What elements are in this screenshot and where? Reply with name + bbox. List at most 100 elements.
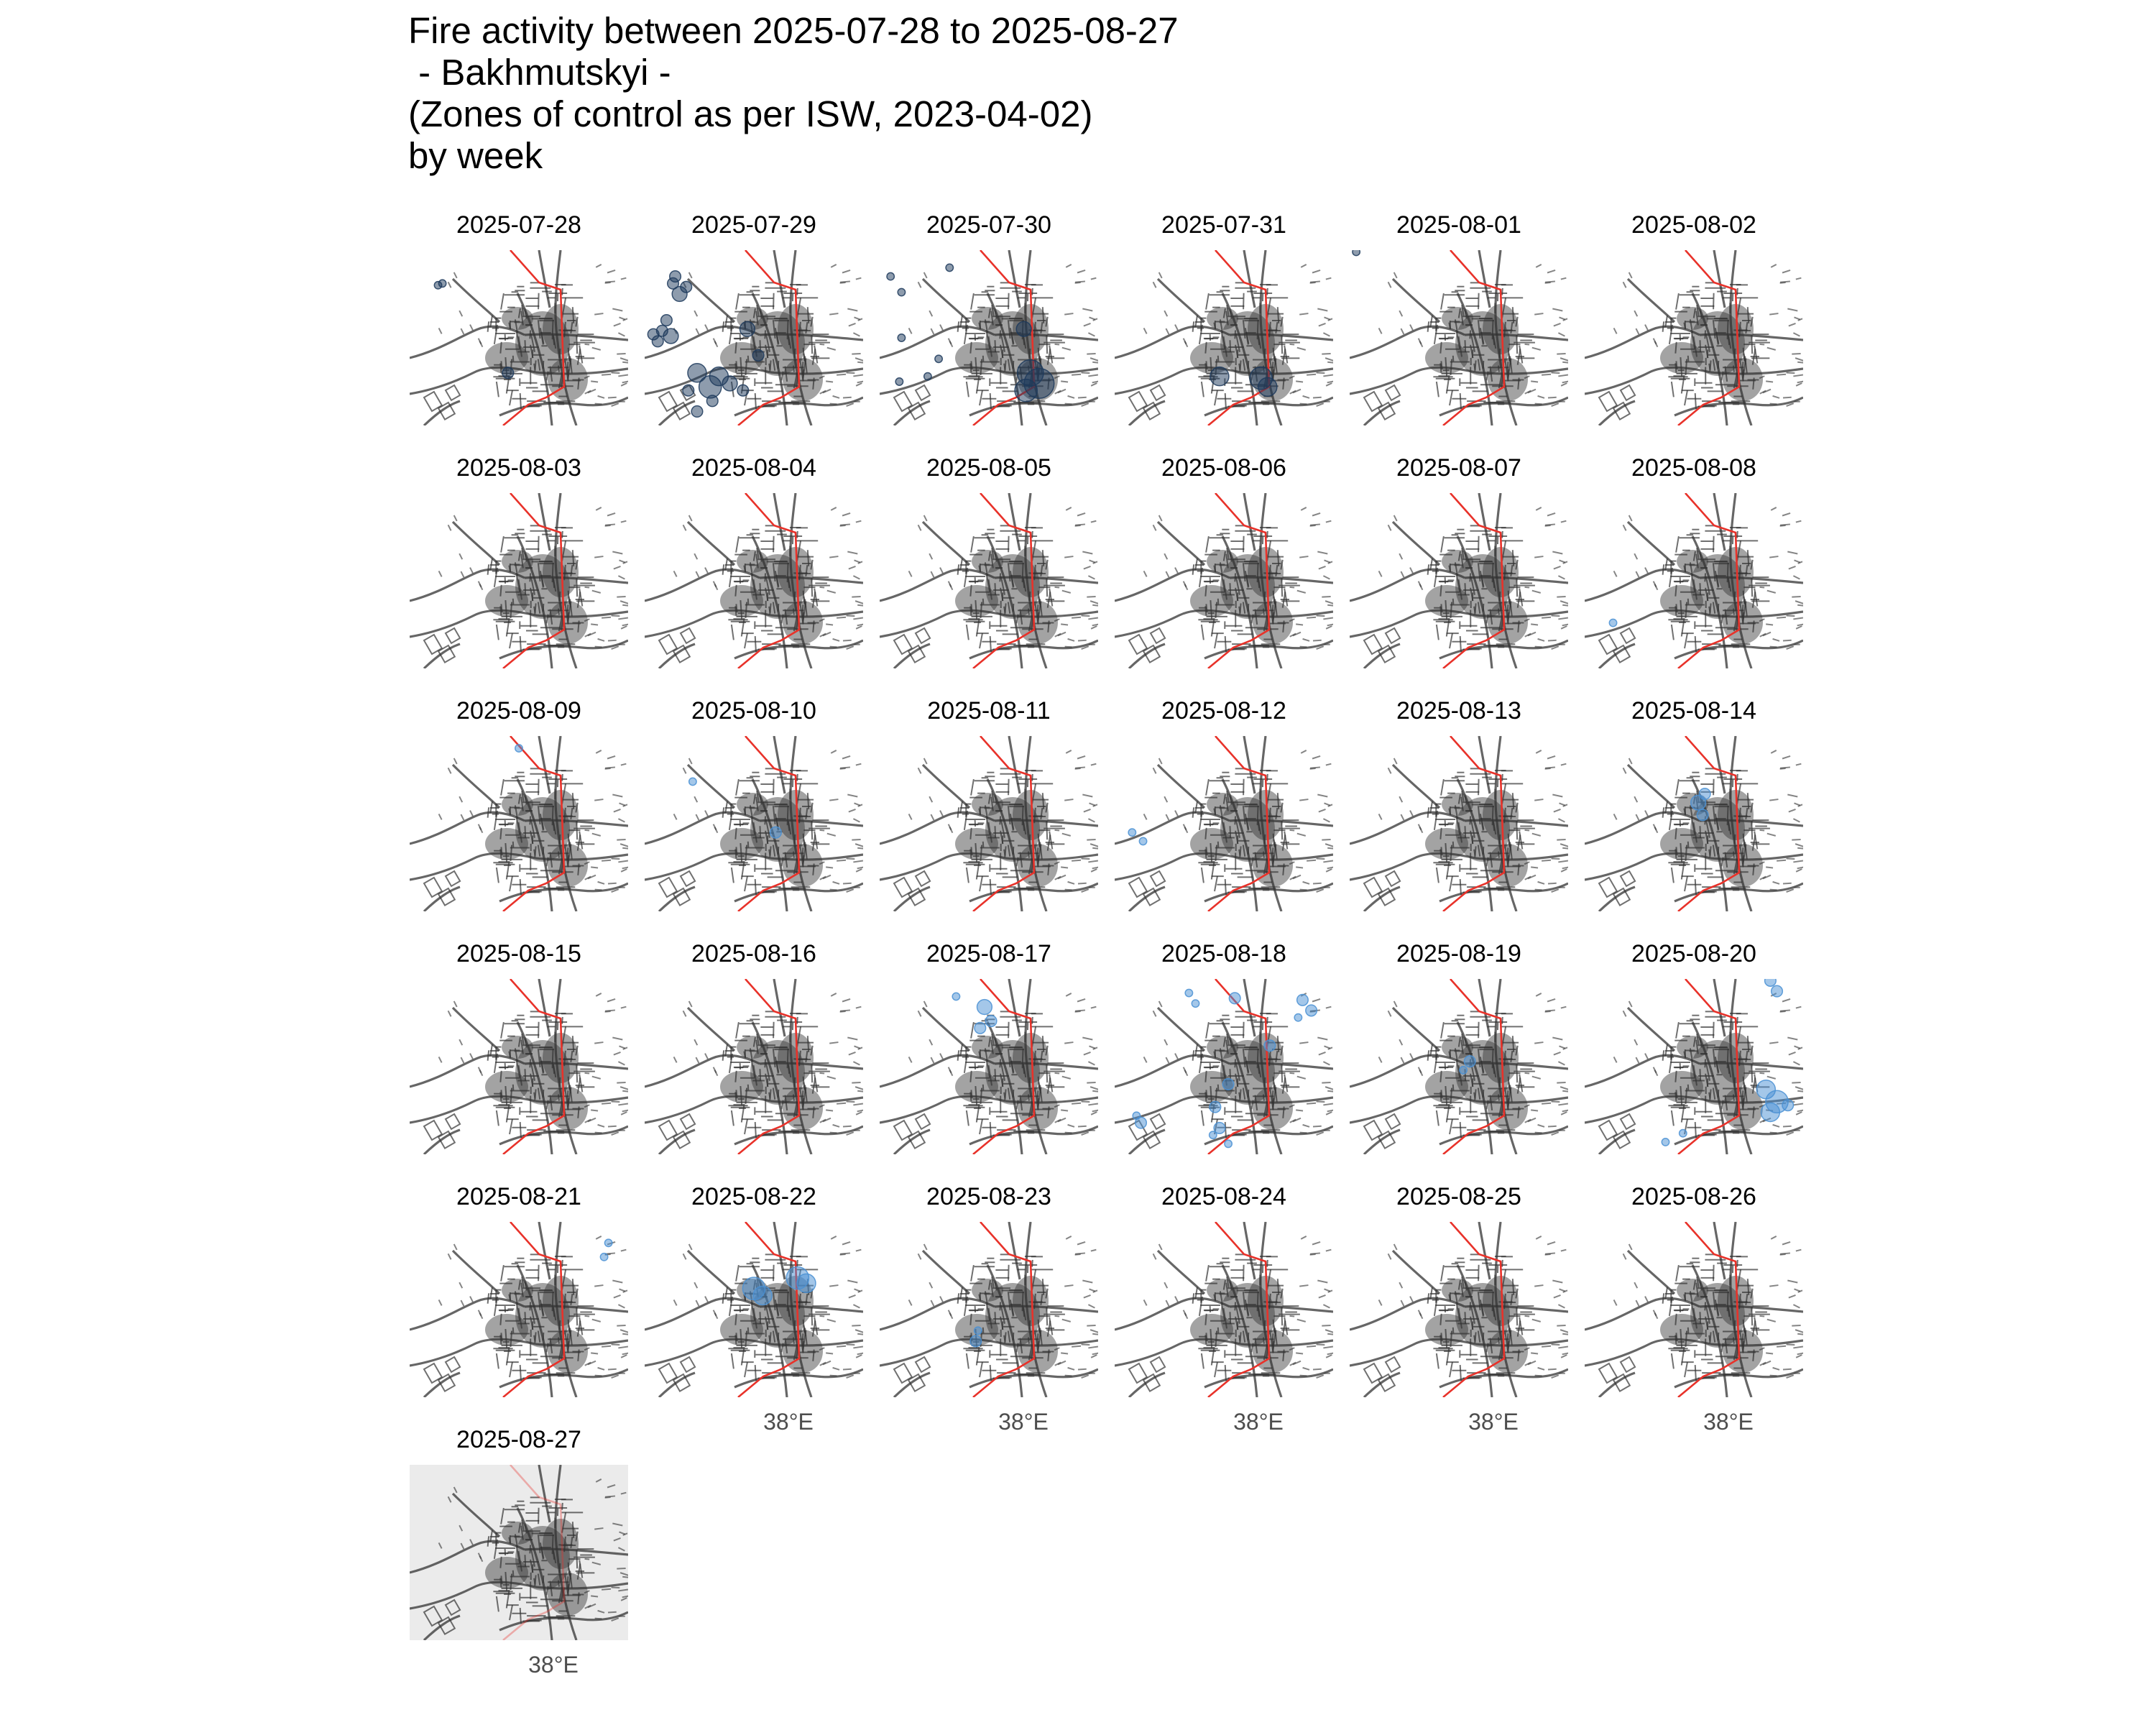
title-line-3: (Zones of control as per ISW, 2023-04-02…	[408, 93, 1093, 134]
fire-point	[1213, 1121, 1226, 1134]
fire-point	[1305, 1004, 1318, 1017]
facet-panel: 2025-08-09	[410, 694, 628, 911]
facet-title: 2025-08-25	[1396, 1183, 1521, 1210]
facet-map	[880, 736, 1098, 911]
facet-panel: 2025-08-18	[1115, 937, 1333, 1154]
fire-point	[1770, 985, 1784, 998]
facet-map	[1350, 493, 1568, 668]
facet-map	[645, 493, 863, 668]
x-tick-label: 38°E	[1468, 1409, 1519, 1435]
facet-map	[645, 250, 863, 426]
fire-point	[923, 372, 932, 381]
fire-point	[1015, 321, 1032, 337]
fire-points	[1690, 787, 1711, 822]
road-network	[880, 250, 1098, 426]
fire-points	[1128, 828, 1148, 846]
fire-point	[1678, 1128, 1687, 1138]
road-network	[1350, 493, 1568, 668]
control-line	[502, 979, 566, 1154]
facet-map	[1350, 250, 1568, 426]
facet-title: 2025-08-20	[1631, 940, 1756, 967]
facet-panel: 2025-08-19	[1350, 937, 1568, 1154]
facet-panel: 2025-08-07	[1350, 451, 1568, 668]
fire-point	[660, 314, 673, 327]
facet-map	[1115, 979, 1333, 1154]
fire-points	[647, 270, 765, 418]
facet-title: 2025-07-28	[456, 211, 581, 239]
fire-point	[1352, 250, 1361, 257]
facet-panel: 2025-08-14	[1585, 694, 1803, 911]
title-line-4: by week	[408, 135, 543, 176]
control-line	[1207, 979, 1271, 1154]
fire-point	[1696, 809, 1709, 822]
road-network	[1350, 250, 1568, 426]
facet-map	[410, 250, 628, 426]
facet-title: 2025-08-14	[1631, 697, 1756, 724]
road-network	[1115, 1222, 1333, 1397]
fire-points	[1661, 979, 1795, 1146]
fire-point	[1014, 378, 1038, 402]
facet-map	[645, 1222, 863, 1397]
facet-panel: 2025-08-27	[410, 1423, 628, 1640]
fire-point	[1132, 1111, 1141, 1121]
control-line	[737, 493, 801, 668]
road-network	[410, 250, 628, 426]
facet-panel: 2025-08-03	[410, 451, 628, 668]
facet-map	[410, 736, 628, 911]
road-network	[410, 1222, 628, 1397]
facet-panel: 2025-08-16	[645, 937, 863, 1154]
fire-point	[934, 354, 944, 364]
facet-title: 2025-08-08	[1631, 454, 1756, 482]
facet-map	[1585, 736, 1803, 911]
title-line-2: - Bakhmutskyi -	[408, 52, 671, 93]
control-line	[502, 1465, 566, 1640]
facet-title: 2025-07-31	[1161, 211, 1286, 239]
fire-point	[682, 384, 695, 397]
fire-point	[945, 263, 954, 272]
fire-point	[737, 384, 750, 397]
control-line	[1677, 979, 1741, 1154]
control-line	[972, 736, 1036, 911]
x-tick-label: 38°E	[1233, 1409, 1284, 1435]
facet-title: 2025-08-18	[1161, 940, 1286, 967]
control-line	[1207, 493, 1271, 668]
road-network	[1115, 493, 1333, 668]
facet-panel: 2025-08-17	[880, 937, 1098, 1154]
control-line	[1207, 736, 1271, 911]
facet-title: 2025-08-21	[456, 1183, 581, 1210]
fire-point	[651, 335, 664, 348]
facet-map	[1115, 493, 1333, 668]
road-network	[1585, 250, 1803, 426]
facet-map	[645, 979, 863, 1154]
fire-point	[952, 992, 961, 1001]
fire-point	[897, 334, 906, 342]
facet-map	[1115, 250, 1333, 426]
control-line	[502, 1222, 566, 1397]
facet-panel: 2025-07-31	[1115, 208, 1333, 426]
facet-panel: 2025-08-05	[880, 451, 1098, 668]
facet-map	[1585, 493, 1803, 668]
fire-points	[599, 1238, 613, 1261]
fire-point	[1134, 1116, 1148, 1129]
fire-point	[706, 395, 719, 408]
x-tick-label: 38°E	[1703, 1409, 1754, 1435]
facet-map	[1585, 1222, 1803, 1397]
fire-point	[897, 288, 906, 297]
fire-point	[886, 272, 895, 281]
fire-point	[691, 405, 704, 418]
fire-points	[742, 1266, 816, 1306]
control-line	[972, 1222, 1036, 1397]
road-network	[410, 736, 628, 911]
facet-map	[410, 1465, 628, 1640]
fire-point	[687, 363, 707, 383]
road-network	[645, 1222, 863, 1397]
control-line	[1442, 979, 1506, 1154]
fire-point	[669, 270, 682, 283]
road-network	[645, 736, 863, 911]
facet-panel: 2025-08-25	[1350, 1180, 1568, 1397]
fire-points	[1608, 618, 1618, 627]
facet-title: 2025-08-07	[1396, 454, 1521, 482]
control-line	[1677, 493, 1741, 668]
fire-point	[973, 1326, 982, 1335]
